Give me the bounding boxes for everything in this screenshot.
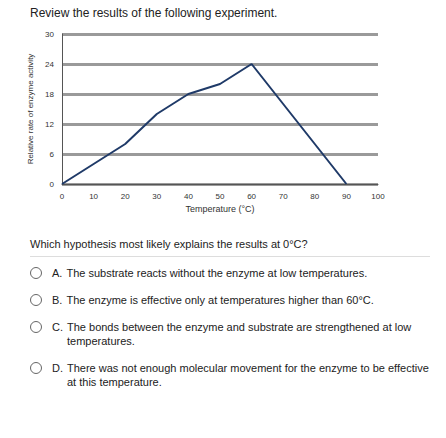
svg-text:70: 70 bbox=[279, 192, 288, 201]
html-text:D. There was not enough molecu: D. There was not enough molecular moveme… bbox=[52, 362, 429, 388]
svg-text:Temperature (°C): Temperature (°C) bbox=[185, 204, 254, 214]
svg-text:Relative rate of enzyme activi: Relative rate of enzyme activity bbox=[26, 54, 35, 165]
svg-text:10: 10 bbox=[89, 192, 98, 201]
svg-text:80: 80 bbox=[310, 192, 319, 201]
svg-text:18: 18 bbox=[45, 90, 54, 99]
html-text:Which hypothesis most likely e: Which hypothesis most likely explains th… bbox=[30, 238, 308, 250]
svg-text:50: 50 bbox=[216, 192, 225, 201]
svg-text:30: 30 bbox=[45, 30, 54, 39]
svg-text:12: 12 bbox=[45, 120, 54, 129]
svg-text:0: 0 bbox=[60, 192, 65, 201]
svg-text:6: 6 bbox=[50, 150, 55, 159]
svg-text:40: 40 bbox=[184, 192, 193, 201]
svg-text:90: 90 bbox=[342, 192, 351, 201]
svg-text:60: 60 bbox=[247, 192, 256, 201]
svg-text:0: 0 bbox=[50, 180, 55, 189]
svg-text:24: 24 bbox=[45, 60, 54, 69]
html-text:B. The enzyme is effective onl: B. The enzyme is effective only at tempe… bbox=[52, 294, 374, 306]
html-text:Review the results of the foll: Review the results of the following expe… bbox=[30, 6, 278, 20]
html-text:C. The bonds between the enzym: C. The bonds between the enzyme and subs… bbox=[52, 321, 412, 347]
html-text:A. The substrate reacts withou: A. The substrate reacts without the enzy… bbox=[52, 267, 368, 279]
svg-text:20: 20 bbox=[121, 192, 130, 201]
svg-text:100: 100 bbox=[371, 192, 385, 201]
svg-text:30: 30 bbox=[152, 192, 161, 201]
